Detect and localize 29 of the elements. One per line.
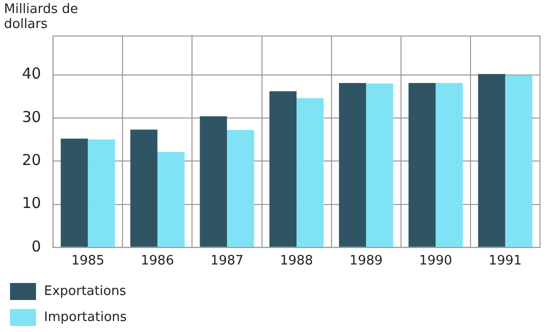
bar: [130, 130, 158, 247]
bar: [436, 83, 463, 247]
y-tick-label: 0: [32, 237, 42, 256]
x-tick-label: 1988: [280, 254, 314, 269]
bar: [478, 74, 506, 247]
bar: [408, 83, 436, 247]
bar: [60, 138, 88, 247]
x-tick-label: 1989: [350, 254, 383, 269]
bar: [200, 116, 227, 247]
legend-label: Importations: [44, 310, 127, 324]
x-tick-label: 1990: [419, 254, 452, 269]
y-tick-label: 40: [22, 64, 42, 83]
y-tick-label: 10: [22, 194, 42, 212]
y-tick-label: 20: [22, 151, 42, 170]
bar: [157, 152, 185, 247]
legend-label: Exportations: [44, 284, 126, 298]
bar: [88, 140, 115, 247]
x-tick-label: 1985: [71, 254, 104, 269]
bar: [505, 75, 532, 247]
y-axis-title: Milliards de dollars: [4, 2, 80, 32]
y-tick-label: 30: [22, 108, 42, 126]
bar: [338, 83, 366, 247]
x-tick-label: 1987: [210, 254, 244, 269]
bar: [296, 98, 324, 247]
x-tick-label: 1986: [140, 254, 174, 269]
bar: [226, 130, 254, 247]
x-tick-label: 1991: [488, 254, 522, 269]
bar: [366, 83, 394, 247]
bar: [269, 91, 297, 247]
